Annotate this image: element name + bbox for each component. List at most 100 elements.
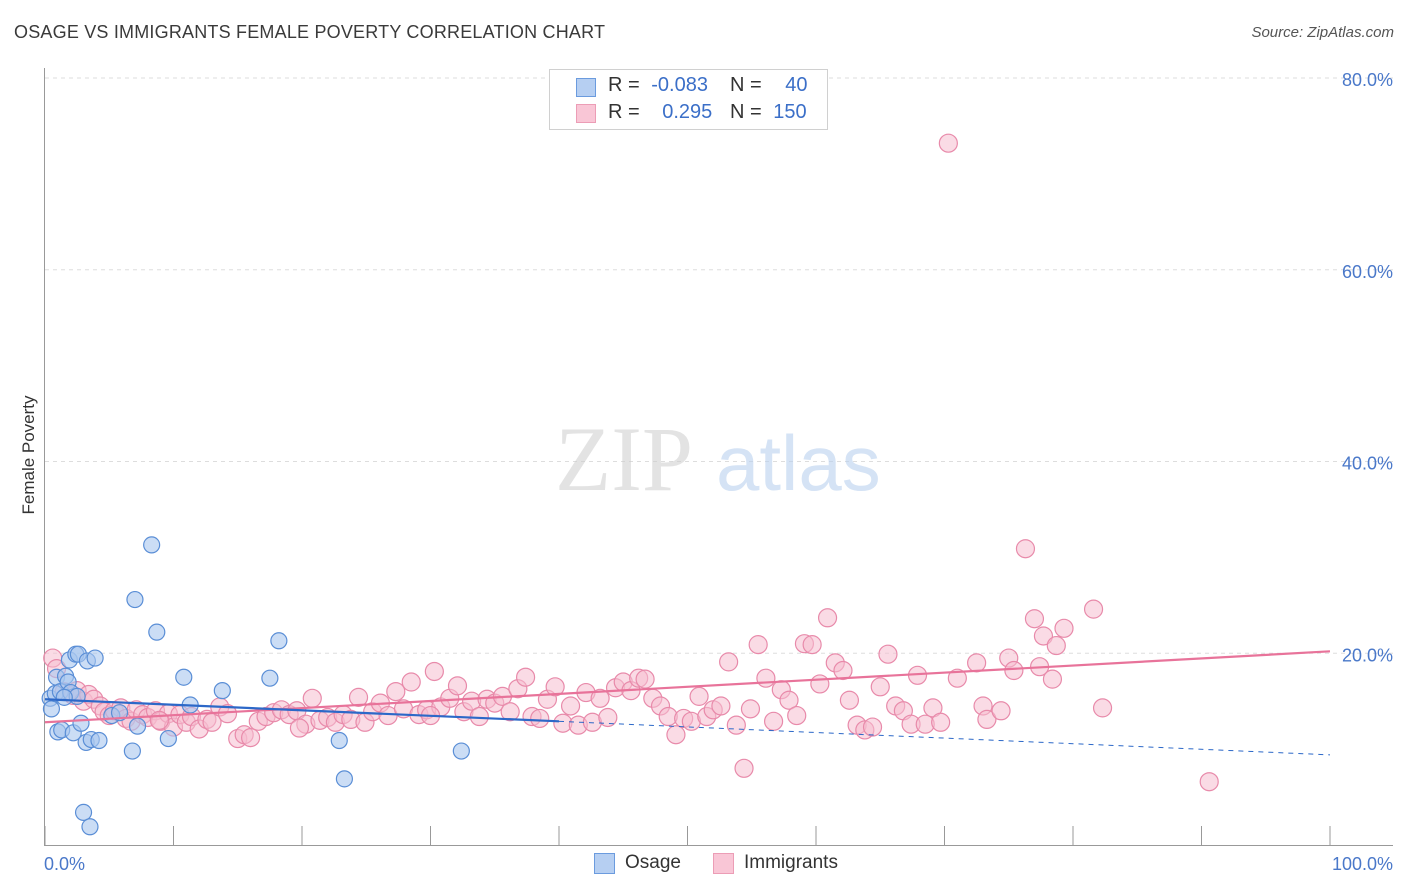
osage-point — [159, 729, 177, 748]
osage-point — [42, 700, 61, 718]
immigrants-point — [424, 661, 444, 682]
immigrants-point — [1015, 539, 1036, 559]
immigrants-point — [545, 677, 565, 697]
osage-trend-extension — [558, 720, 1331, 756]
immigrants-r-value: 0.295 — [662, 101, 713, 123]
stats-box — [549, 69, 828, 130]
immigrants-point — [740, 699, 761, 719]
y-tick-labels: 20.0% 40.0% 60.0% 80.0% — [1342, 70, 1393, 665]
osage-point — [213, 682, 231, 700]
immigrants-n-label: N = — [730, 101, 762, 123]
immigrants-point — [1033, 626, 1054, 646]
legend-immigrants-swatch — [713, 853, 734, 874]
immigrants-swatch — [576, 104, 596, 123]
immigrants-point — [447, 676, 468, 696]
immigrants-point — [862, 717, 883, 737]
immigrants-point — [726, 715, 746, 735]
immigrants-point — [833, 660, 853, 681]
osage-point — [330, 731, 348, 750]
immigrants-point — [500, 702, 520, 722]
immigrants-point — [748, 635, 768, 655]
watermark-zip: ZIP — [555, 408, 693, 510]
chart-title: OSAGE VS IMMIGRANTS FEMALE POVERTY CORRE… — [14, 22, 606, 42]
osage-point — [335, 770, 354, 788]
osage-r-label: R = — [608, 74, 640, 96]
osage-trend-line — [44, 698, 560, 723]
immigrants-point — [1004, 660, 1024, 681]
y-tick-label: 60.0% — [1342, 262, 1393, 282]
immigrants-point — [802, 635, 822, 655]
watermark-atlas: atlas — [716, 419, 881, 507]
immigrants-point — [991, 701, 1011, 721]
osage-point — [90, 731, 108, 750]
immigrants-point — [635, 669, 655, 689]
osage-point — [148, 623, 166, 641]
immigrants-point — [302, 688, 322, 708]
immigrants-point — [756, 668, 776, 688]
immigrants-point — [977, 709, 997, 730]
immigrants-point — [1024, 609, 1045, 629]
immigrants-point — [839, 690, 860, 710]
immigrants-point — [149, 710, 169, 730]
immigrants-point — [734, 758, 754, 778]
legend-immigrants-label: Immigrants — [744, 852, 838, 873]
osage-point — [270, 632, 288, 650]
immigrants-point — [1046, 635, 1066, 656]
osage-n-value: 40 — [785, 74, 808, 96]
immigrants-point — [666, 725, 686, 745]
immigrants-point — [711, 696, 731, 716]
immigrants-point — [348, 687, 369, 707]
immigrants-point — [469, 706, 489, 727]
legend-osage-label: Osage — [625, 852, 681, 873]
immigrants-point — [1042, 669, 1063, 689]
osage-point — [86, 649, 104, 667]
immigrants-point — [779, 690, 799, 710]
immigrants-point — [931, 712, 951, 732]
immigrants-point — [719, 652, 739, 672]
osage-point — [175, 668, 193, 686]
osage-point — [72, 714, 90, 732]
immigrants-point — [810, 674, 830, 694]
immigrants-point — [530, 708, 550, 729]
osage-point — [452, 742, 470, 760]
osage-point — [261, 669, 279, 687]
immigrants-n-value: 150 — [773, 101, 807, 123]
immigrants-point — [386, 681, 406, 702]
osage-stats-row: R = -0.083 — [608, 74, 708, 97]
osage-point — [55, 688, 73, 706]
osage-n-row: N = 40 — [730, 74, 808, 97]
gridlines — [45, 77, 1393, 654]
axes — [44, 68, 1393, 846]
osage-point — [143, 536, 161, 554]
osage-point — [81, 818, 99, 836]
immigrants-trend-line — [44, 650, 1331, 724]
immigrants-point — [241, 728, 261, 748]
immigrants-point — [401, 672, 421, 692]
y-tick-label: 80.0% — [1342, 70, 1393, 90]
immigrants-point — [1092, 698, 1113, 718]
osage-r-value: -0.083 — [651, 74, 708, 96]
immigrants-point — [947, 668, 967, 688]
immigrants-point — [817, 608, 838, 628]
immigrants-r-label: R = — [608, 101, 640, 123]
immigrants-point — [1083, 599, 1104, 619]
watermark: ZIP atlas — [555, 408, 881, 510]
y-tick-label: 40.0% — [1342, 454, 1393, 474]
x-tick-label: 100.0% — [1332, 854, 1393, 874]
source-label: Source: ZipAtlas.com — [1251, 24, 1394, 41]
osage-point — [128, 717, 147, 735]
x-tick-labels: 0.0% 100.0% — [44, 854, 1393, 874]
immigrants-point — [1199, 772, 1219, 792]
y-tick-label: 20.0% — [1342, 645, 1393, 665]
x-tick-label: 0.0% — [44, 854, 85, 874]
legend-osage-swatch — [594, 853, 615, 874]
immigrants-point — [689, 686, 709, 706]
osage-point — [126, 590, 144, 609]
immigrants-point — [878, 644, 898, 664]
immigrants-point — [560, 696, 581, 716]
immigrants-point — [938, 133, 958, 153]
osage-point — [123, 742, 141, 760]
immigrants-point — [967, 653, 987, 673]
osage-point — [110, 704, 129, 722]
